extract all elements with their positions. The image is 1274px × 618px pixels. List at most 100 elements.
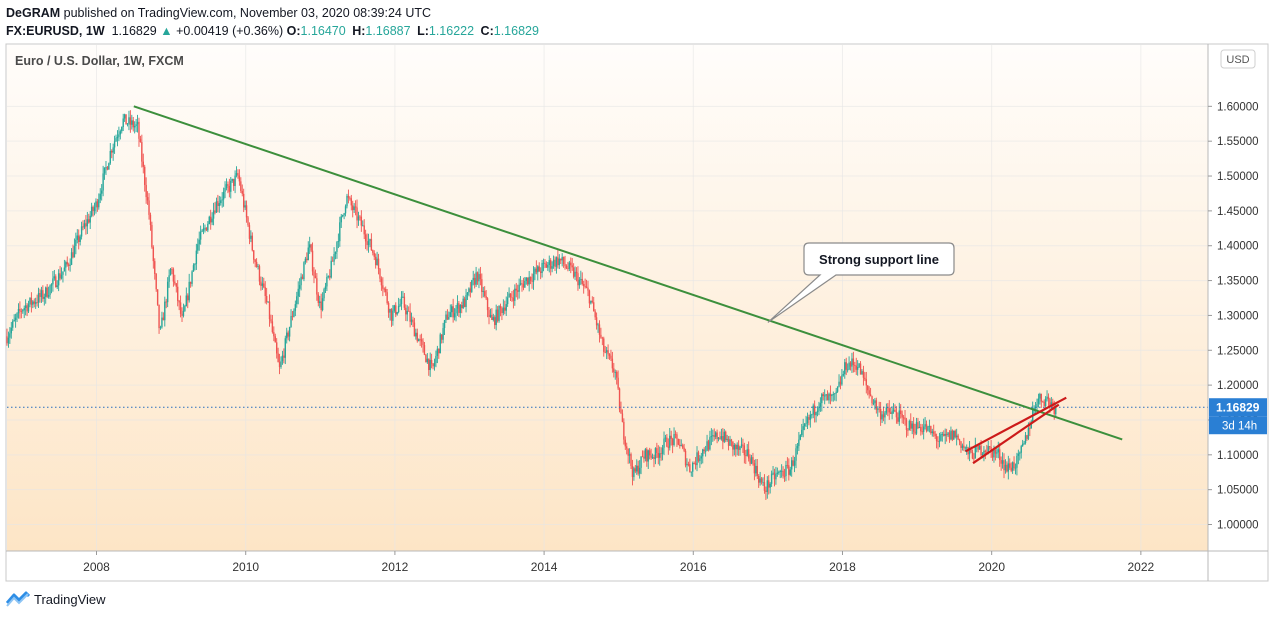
candle-body	[20, 311, 23, 312]
candle-body	[897, 417, 899, 422]
candle-body	[72, 252, 74, 258]
candle-body	[442, 328, 444, 340]
candle-body	[667, 446, 670, 448]
candle-body	[661, 447, 664, 454]
candle-body	[254, 259, 256, 262]
candle-body	[775, 473, 777, 480]
candle-body	[155, 273, 157, 290]
candle-body	[725, 431, 727, 441]
candle-body	[22, 310, 24, 312]
tradingview-logo[interactable]: TradingView	[6, 591, 106, 607]
candle-body	[132, 120, 134, 128]
time-axis[interactable]: 2008 2010 2012 2014 2016 2018 2020 2022	[83, 551, 1155, 574]
candle-body	[1016, 455, 1018, 468]
candle-body	[597, 324, 599, 326]
candle-body	[562, 256, 565, 264]
candle-body	[142, 161, 144, 167]
candle-body	[162, 317, 165, 321]
candle-body	[237, 173, 239, 176]
candle-body	[644, 449, 647, 459]
open-value: 1.16470	[300, 24, 346, 38]
candle-body	[207, 223, 209, 231]
candle-body	[136, 121, 139, 125]
candle-body	[727, 438, 730, 446]
candle-body	[17, 308, 20, 314]
candle-body	[534, 268, 536, 274]
candle-body	[785, 464, 787, 477]
candle-body	[549, 260, 552, 269]
candle-body	[623, 421, 625, 440]
candle-body	[210, 216, 212, 223]
candle-body	[585, 286, 588, 288]
candle-body	[321, 298, 324, 311]
candle-body	[875, 400, 878, 410]
candle-body	[818, 406, 820, 411]
callout-bubble	[767, 242, 955, 323]
candle-body	[608, 354, 611, 356]
candle-body	[177, 286, 179, 301]
candle-body	[1029, 428, 1031, 430]
candle-body	[958, 439, 961, 442]
candle-body	[881, 414, 883, 420]
candle-body	[188, 281, 190, 301]
candle-body	[531, 280, 533, 282]
candle-body	[146, 197, 149, 201]
candle-body	[720, 436, 723, 439]
candle-body	[515, 288, 517, 291]
candle-body	[165, 301, 167, 303]
candle-body	[582, 283, 585, 287]
candle-body	[135, 124, 137, 126]
candle-body	[600, 334, 602, 338]
candle-body	[980, 445, 982, 456]
price-axis[interactable]: 1.60000 1.55000 1.50000 1.45000 1.40000 1.350…	[1208, 101, 1259, 532]
currency-button[interactable]: USD	[1220, 49, 1256, 69]
candle-body	[466, 292, 469, 295]
candle-body	[201, 230, 203, 232]
candle-body	[753, 463, 756, 474]
candle-body	[516, 290, 519, 292]
y-tick-label: 1.35000	[1217, 276, 1259, 288]
candle-body	[618, 388, 621, 410]
y-tick-label: 1.45000	[1217, 206, 1259, 218]
candle-body	[387, 303, 390, 313]
candle-body	[1023, 442, 1025, 444]
candle-body	[957, 435, 959, 440]
candle-body	[828, 393, 830, 401]
candle-body	[65, 262, 67, 268]
candle-body	[944, 433, 946, 436]
publish-text: published on TradingView.com, November 0…	[63, 6, 432, 20]
candle-body	[684, 450, 687, 466]
candle-body	[184, 306, 186, 311]
candle-body	[554, 259, 556, 267]
candle-body	[304, 258, 307, 263]
candle-body	[23, 308, 25, 311]
candle-body	[436, 348, 439, 356]
candle-body	[835, 391, 837, 394]
candle-body	[910, 420, 912, 429]
candle-body	[465, 294, 467, 307]
candle-body	[55, 276, 57, 288]
candle-body	[287, 332, 289, 337]
candle-body	[882, 414, 885, 418]
change-value: +0.00419 (+0.36%)	[176, 24, 284, 38]
candle-body	[783, 475, 786, 477]
candle-body	[133, 125, 136, 128]
candle-body	[449, 312, 451, 318]
candle-body	[323, 289, 325, 299]
candle-body	[85, 223, 87, 227]
last-price-label-bg	[1209, 398, 1267, 417]
candle-body	[313, 271, 315, 277]
candle-body	[752, 457, 754, 464]
candle-body	[159, 327, 162, 329]
candle-body	[156, 289, 159, 305]
candle-body	[372, 250, 374, 253]
candle-body	[630, 454, 632, 466]
candle-body	[722, 436, 724, 442]
candle-body	[241, 190, 243, 194]
candle-body	[46, 287, 48, 297]
candle-body	[92, 206, 94, 212]
candle-body	[861, 371, 863, 375]
candle-body	[152, 247, 155, 262]
candle-body	[696, 452, 698, 466]
